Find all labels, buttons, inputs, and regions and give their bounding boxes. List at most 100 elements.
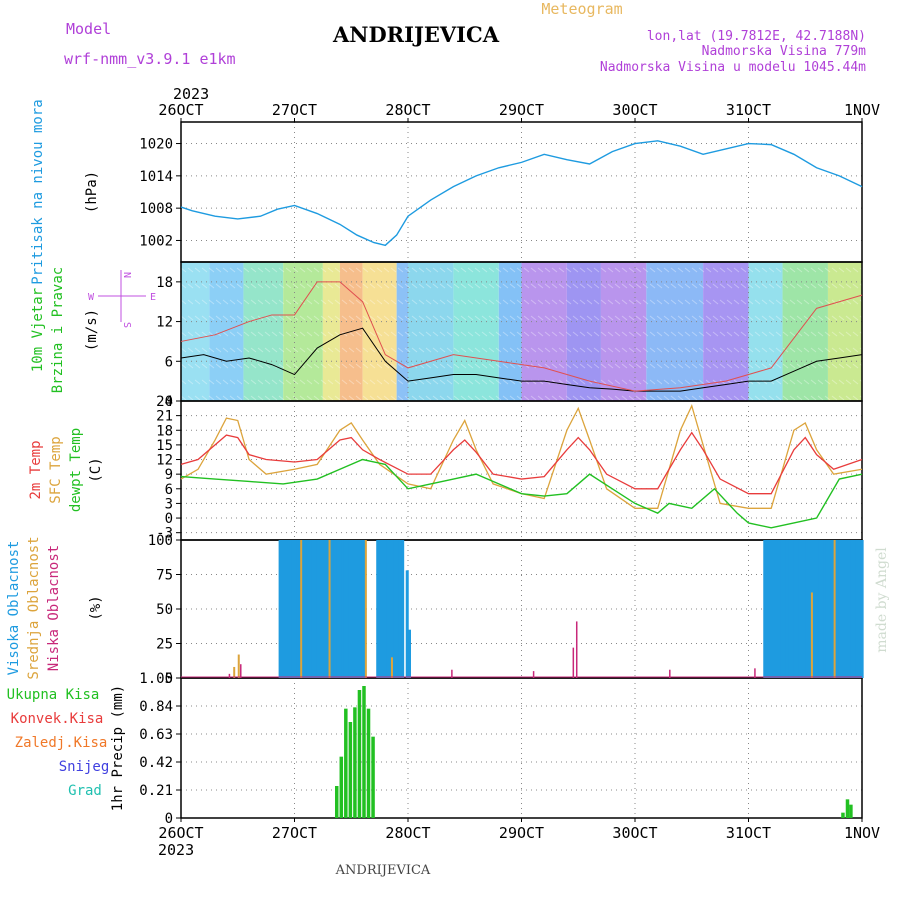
wind-barb bbox=[222, 347, 229, 353]
wind-barb bbox=[369, 331, 376, 337]
wind-barb bbox=[236, 283, 243, 289]
wind-barb bbox=[537, 315, 544, 321]
compass-s: S bbox=[121, 322, 132, 328]
wind-barb bbox=[649, 315, 656, 321]
wind-barb bbox=[376, 315, 383, 321]
wind-barb bbox=[278, 363, 285, 369]
wind-barb bbox=[565, 331, 572, 337]
wind-barb bbox=[502, 379, 509, 385]
temperature-grid bbox=[181, 400, 862, 540]
wind-barb bbox=[292, 267, 299, 273]
wind-barb bbox=[320, 395, 327, 401]
wind-barb bbox=[411, 395, 418, 401]
high-cloud-bar bbox=[793, 540, 797, 678]
wind-barb bbox=[250, 363, 257, 369]
high-cloud-bar bbox=[393, 540, 397, 678]
wind-barb bbox=[264, 379, 271, 385]
wind-barb bbox=[495, 331, 502, 337]
time-label-top: 30OCT bbox=[612, 101, 657, 119]
high-cloud-bar bbox=[288, 540, 292, 678]
high-cloud-bar bbox=[281, 540, 285, 678]
wind-barb bbox=[215, 283, 222, 289]
wind-barb bbox=[334, 395, 341, 401]
wind-barb bbox=[705, 347, 712, 353]
wind-barb bbox=[740, 283, 747, 289]
wind-barb bbox=[768, 347, 775, 353]
wind-barb bbox=[264, 267, 271, 273]
wind-barb bbox=[782, 331, 789, 337]
wind-barb bbox=[509, 347, 516, 353]
wind-barb bbox=[796, 347, 803, 353]
time-label-top: 28OCT bbox=[385, 101, 430, 119]
wind-barb bbox=[236, 347, 243, 353]
high-cloud-bar bbox=[361, 540, 365, 678]
wind-barb bbox=[628, 283, 635, 289]
wind-barb bbox=[201, 379, 208, 385]
wind-barb bbox=[775, 315, 782, 321]
precip-legend-item: Snijeg bbox=[59, 759, 110, 775]
high-cloud-bar bbox=[768, 540, 772, 678]
wind-barb bbox=[747, 363, 754, 369]
wind-barb bbox=[369, 299, 376, 305]
wind-barb bbox=[446, 331, 453, 337]
wind-barb bbox=[572, 363, 579, 369]
wind-barb bbox=[257, 267, 264, 273]
wind-barb bbox=[446, 379, 453, 385]
wind-barb bbox=[712, 363, 719, 369]
wind-barb bbox=[817, 331, 824, 337]
wind-barb bbox=[362, 283, 369, 289]
wind-barb bbox=[446, 299, 453, 305]
wind-barb bbox=[306, 283, 313, 289]
wind-barb bbox=[810, 363, 817, 369]
wind-barb bbox=[824, 299, 831, 305]
high-cloud-bar bbox=[338, 540, 342, 678]
wind-barb bbox=[845, 299, 852, 305]
wind-barb bbox=[579, 379, 586, 385]
wind-barb bbox=[306, 347, 313, 353]
high-cloud-bar bbox=[383, 540, 387, 678]
high-cloud-bar bbox=[803, 540, 807, 678]
high-cloud-bar bbox=[780, 540, 784, 678]
wind-barb bbox=[278, 283, 285, 289]
wind-barb bbox=[502, 395, 509, 401]
wind-barb bbox=[558, 331, 565, 337]
wind-barb bbox=[824, 379, 831, 385]
wind-barb bbox=[432, 331, 439, 337]
wind-barb bbox=[292, 299, 299, 305]
wind-barb bbox=[810, 315, 817, 321]
wind-barb bbox=[754, 267, 761, 273]
wind-barb bbox=[404, 347, 411, 353]
wind-barb bbox=[810, 283, 817, 289]
wind-barb bbox=[194, 331, 201, 337]
wind-barb bbox=[530, 347, 537, 353]
wind-barb bbox=[355, 347, 362, 353]
wind-barb bbox=[621, 331, 628, 337]
wind-barb bbox=[670, 395, 677, 401]
high-cloud-bar bbox=[398, 540, 402, 678]
wind-barb bbox=[621, 267, 628, 273]
wind-barb bbox=[621, 395, 628, 401]
wind-barb bbox=[390, 395, 397, 401]
wind-barb bbox=[453, 379, 460, 385]
wind-barb bbox=[523, 395, 530, 401]
wind-barb bbox=[278, 379, 285, 385]
wind-barb bbox=[733, 331, 740, 337]
wind-barb bbox=[838, 395, 845, 401]
y-tick-label: 100 bbox=[148, 533, 173, 549]
wind-barb bbox=[208, 283, 215, 289]
wind-barb bbox=[390, 363, 397, 369]
wind-barb bbox=[432, 379, 439, 385]
wind-label-2: Brzina i Pravac bbox=[50, 267, 66, 393]
wind-barb bbox=[698, 363, 705, 369]
wind-barb bbox=[838, 267, 845, 273]
wind-barb bbox=[642, 283, 649, 289]
wind-barb bbox=[593, 395, 600, 401]
wind-barb bbox=[208, 395, 215, 401]
wind-barb bbox=[796, 283, 803, 289]
wind-barb bbox=[481, 395, 488, 401]
y-tick-label: 0.63 bbox=[139, 727, 173, 743]
wind-barb bbox=[397, 363, 404, 369]
high-cloud-bar bbox=[278, 540, 282, 678]
wind-barb bbox=[481, 315, 488, 321]
wind-barb bbox=[271, 395, 278, 401]
